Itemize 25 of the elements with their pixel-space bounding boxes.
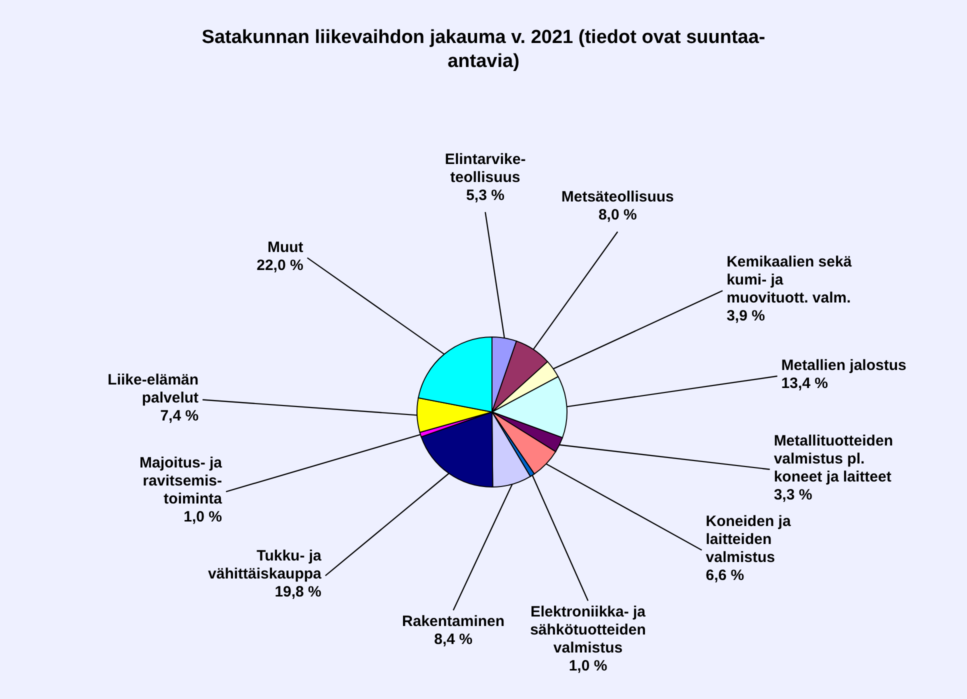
slice-label: Tukku- ja vähittäiskauppa — [208, 548, 322, 583]
slice-label: Metallien jalostus — [781, 357, 906, 374]
data-label: 13,4 % — [781, 375, 828, 392]
slice-label: Metallituotteiden valmistus pl. koneet ja laitteet — [774, 432, 893, 486]
data-label: 3,3 % — [774, 486, 812, 504]
data-label: 5,3 % — [466, 187, 504, 204]
slice-label: Elintarvike- teollisuus — [444, 151, 526, 186]
data-label: 7,4 % — [160, 408, 199, 425]
slice-label: Metsäteollisuus — [561, 188, 674, 206]
data-label: 19,8 % — [274, 584, 322, 601]
slice-label: Rakentaminen — [402, 613, 505, 630]
data-label: 22,0 % — [256, 256, 304, 274]
slice-label: Kemikaalien sekä kumi- ja muovituott. valm. — [726, 254, 852, 307]
slice-label: Koneiden ja laitteiden valmistus — [706, 513, 792, 566]
data-label: 8,0 % — [598, 206, 637, 224]
chart-title: Satakunnan liikevaihdon jakauma v. 2021 (tiedot ovat suuntaa- antavia) — [202, 27, 766, 72]
data-label: 8,4 % — [434, 631, 472, 648]
slice-label: Muut — [267, 238, 304, 256]
data-label: 3,9 % — [726, 308, 765, 325]
data-label: 1,0 % — [184, 508, 222, 526]
data-label: 1,0 % — [568, 658, 608, 675]
slice-label: Majoitus- ja ravitsemis- toiminta — [139, 454, 223, 508]
slice-label: Elektroniikka- ja sähkötuotteiden valmistus — [530, 604, 646, 657]
slice-label: Liike-elämän palvelut — [108, 372, 199, 407]
data-label: 6,6 % — [706, 567, 744, 584]
